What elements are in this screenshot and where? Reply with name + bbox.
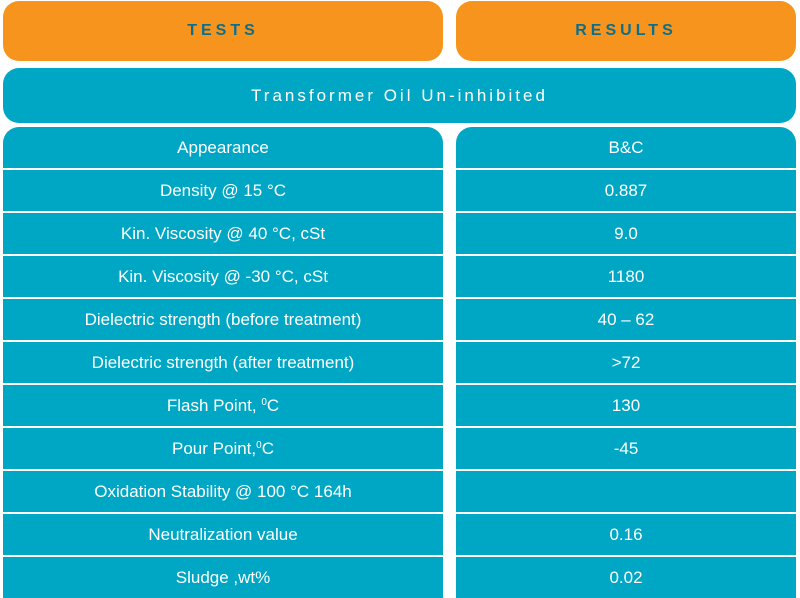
result-cell: B&C <box>456 127 796 168</box>
result-value: 0.02 <box>609 567 643 587</box>
test-cell: Kin. Viscosity @ -30 °C, cSt <box>3 256 443 297</box>
test-label: Appearance <box>177 137 269 157</box>
test-label: Sludge ,wt% <box>175 567 271 587</box>
test-label: Kin. Viscosity @ 40 °C, cSt <box>120 223 326 243</box>
tests-column: Appearance Density @ 15 °C Kin. Viscosit… <box>3 127 443 598</box>
result-value: 0.887 <box>604 180 648 200</box>
tests-column-header: TESTS <box>3 1 443 61</box>
result-cell: 0.02 <box>456 557 796 598</box>
test-cell: Flash Point, 0C <box>3 385 443 426</box>
test-cell: Oxidation Stability @ 100 °C 164h <box>3 471 443 512</box>
test-cell: Neutralization value <box>3 514 443 555</box>
result-value: >72 <box>611 352 641 372</box>
result-value: 130 <box>611 395 641 415</box>
product-title-banner: Transformer Oil Un-inhibited <box>3 68 796 123</box>
test-label-suffix: C <box>266 395 280 415</box>
test-cell: Sludge ,wt% <box>3 557 443 598</box>
test-label: Kin. Viscosity @ -30 °C, cSt <box>118 266 328 286</box>
result-cell: 130 <box>456 385 796 426</box>
test-label-superscript: 0 <box>256 439 262 451</box>
test-cell: Pour Point,0C <box>3 428 443 469</box>
product-title: Transformer Oil Un-inhibited <box>251 85 548 105</box>
test-cell: Dielectric strength (before treatment) <box>3 299 443 340</box>
test-cell: Kin. Viscosity @ 40 °C, cSt <box>3 213 443 254</box>
result-cell: 9.0 <box>456 213 796 254</box>
result-cell: >72 <box>456 342 796 383</box>
result-value: 0.16 <box>609 524 643 544</box>
result-cell <box>456 471 796 512</box>
result-cell: -45 <box>456 428 796 469</box>
results-column: B&C 0.887 9.0 1180 40 – 62 >72 130 -45 0… <box>456 127 796 598</box>
result-cell: 0.16 <box>456 514 796 555</box>
test-label: Neutralization value <box>148 524 298 544</box>
test-label: Dielectric strength (after treatment) <box>91 352 355 372</box>
test-cell: Density @ 15 °C <box>3 170 443 211</box>
test-cell: Appearance <box>3 127 443 168</box>
result-value: 1180 <box>607 266 645 286</box>
test-label: Oxidation Stability @ 100 °C 164h <box>94 481 352 501</box>
result-value: -45 <box>613 438 639 458</box>
result-cell: 40 – 62 <box>456 299 796 340</box>
result-value: 40 – 62 <box>597 309 655 329</box>
result-value: B&C <box>608 137 644 157</box>
test-label-suffix: C <box>261 438 274 458</box>
results-header-label: RESULTS <box>575 22 677 39</box>
test-label-superscript: 0 <box>261 396 267 408</box>
test-label-prefix: Pour Point, <box>172 438 257 458</box>
result-cell: 1180 <box>456 256 796 297</box>
test-label: Dielectric strength (before treatment) <box>84 309 362 329</box>
result-cell: 0.887 <box>456 170 796 211</box>
test-label: Density @ 15 °C <box>159 180 287 200</box>
test-label-prefix: Flash Point, <box>166 395 262 415</box>
result-value: 9.0 <box>614 223 638 243</box>
test-label: Pour Point,0C <box>172 439 274 459</box>
test-label: Flash Point, 0C <box>167 396 279 416</box>
results-column-header: RESULTS <box>456 1 796 61</box>
test-cell: Dielectric strength (after treatment) <box>3 342 443 383</box>
tests-header-label: TESTS <box>187 22 259 39</box>
